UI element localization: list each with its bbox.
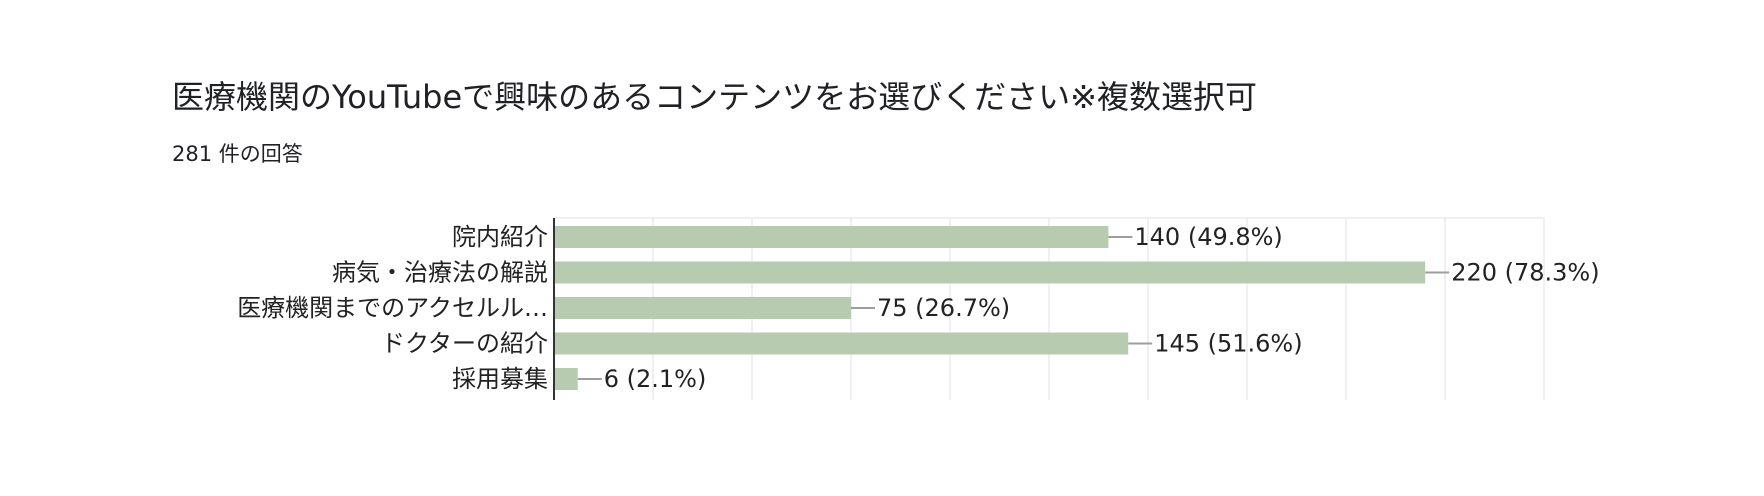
category-label: ドクターの紹介 (381, 330, 548, 358)
category-label: 採用募集 (452, 365, 548, 393)
labels: 院内紹介 140 (49.8%) 病気・治療法の解説 220 (78.3%) 医療機関ま… (237, 223, 1599, 393)
value-label: 140 (49.8%) (1134, 223, 1282, 251)
category-label: 医療機関までのアクセルル… (237, 294, 548, 322)
bar (554, 261, 1426, 284)
value-label: 75 (26.7%) (877, 294, 1010, 322)
bar (554, 332, 1129, 355)
category-label: 病気・治療法の解説 (332, 259, 548, 287)
value-label: 220 (78.3%) (1451, 259, 1599, 287)
value-label: 145 (51.6%) (1154, 330, 1302, 358)
response-count: 281 件の回答 (172, 142, 303, 166)
bars (554, 226, 1450, 390)
chart-title: 医療機関のYouTubeで興味のあるコンテンツをお選びください※複数選択可 (172, 78, 1257, 116)
category-label: 院内紹介 (452, 223, 548, 251)
bar (554, 297, 851, 319)
bar (554, 226, 1109, 248)
bar (554, 368, 578, 390)
grid-lines (554, 217, 1545, 400)
value-label: 6 (2.1%) (604, 365, 707, 393)
